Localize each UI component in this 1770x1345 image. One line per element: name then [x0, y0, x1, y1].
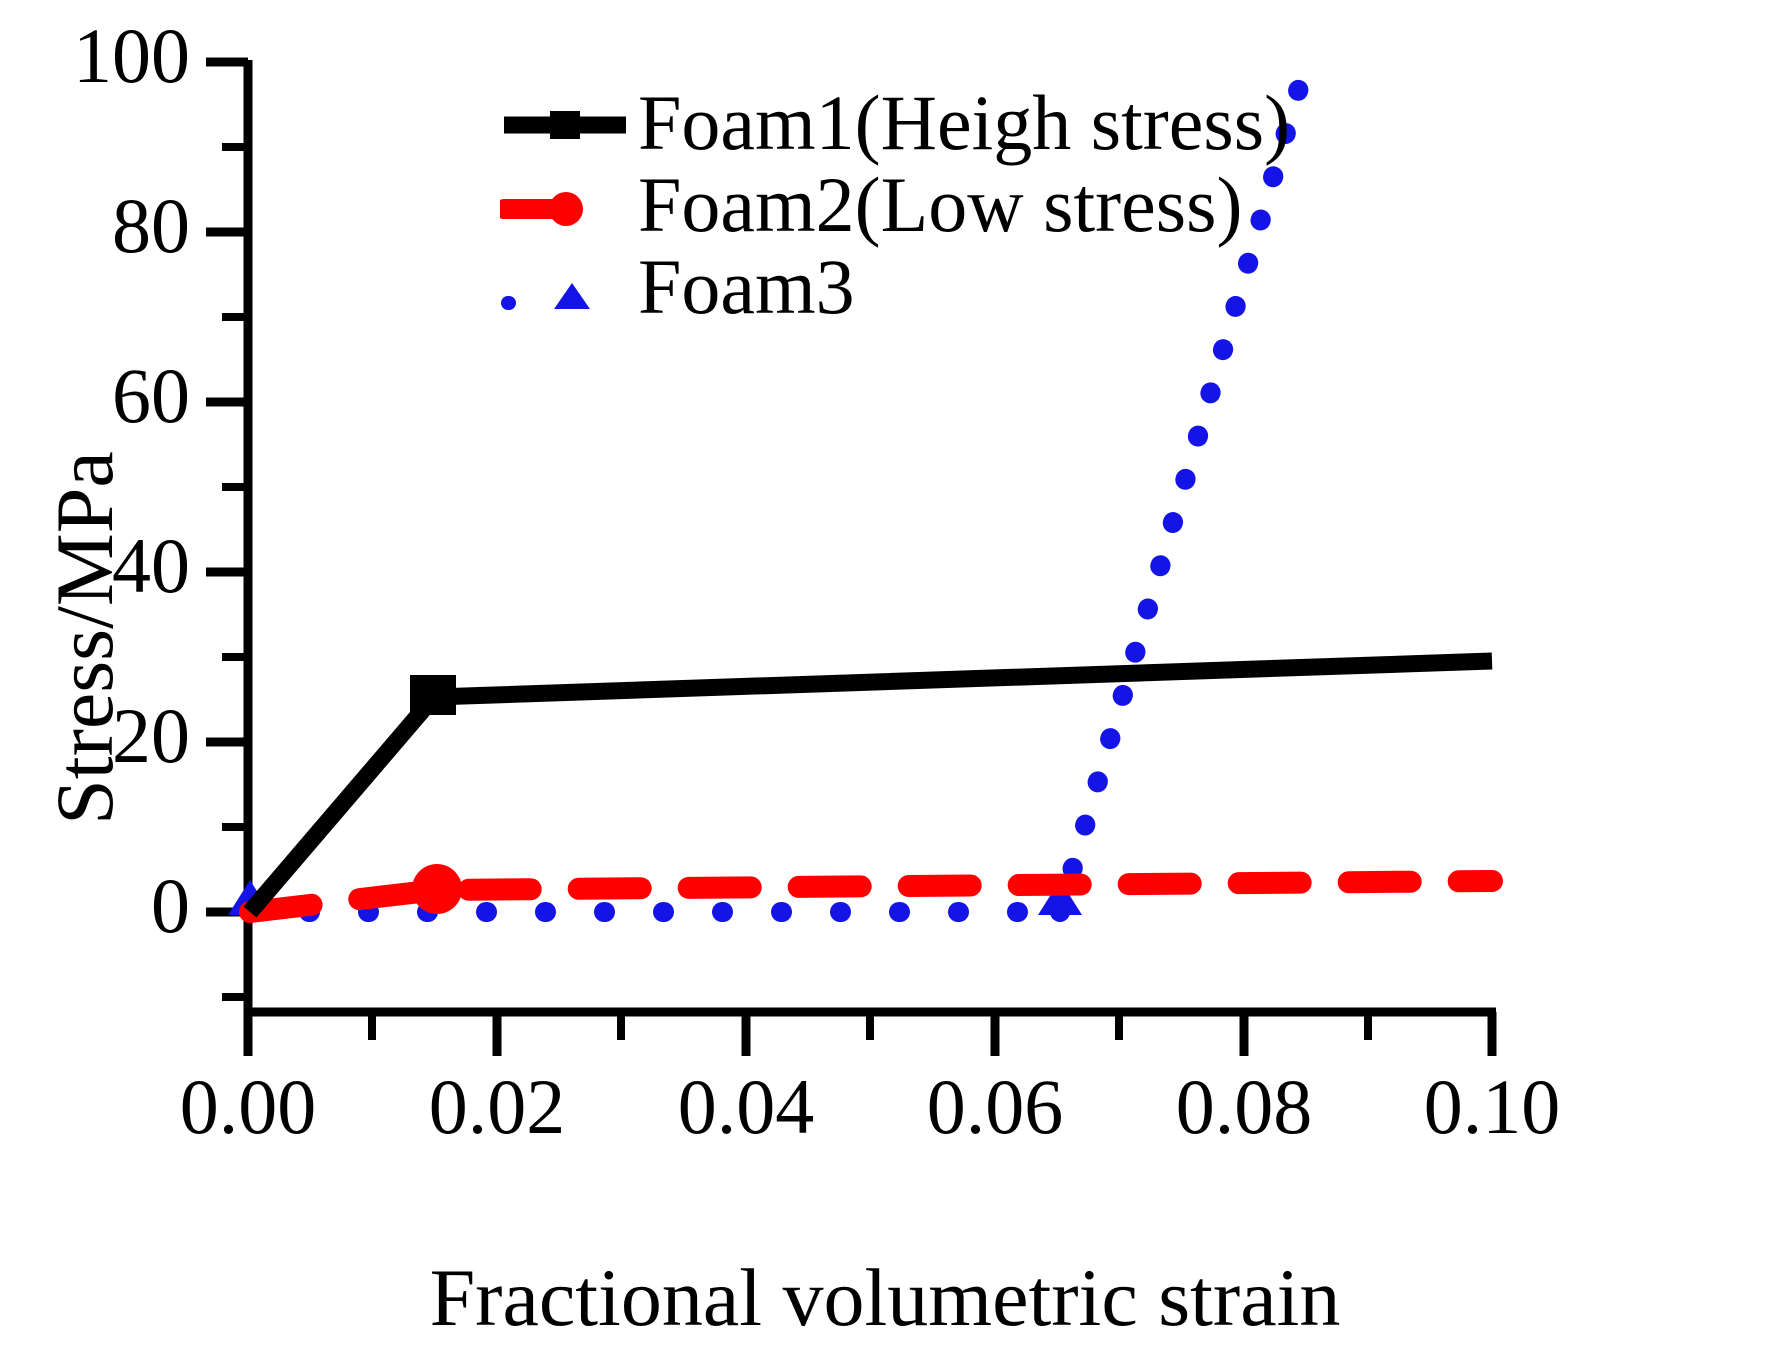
x-tick-label-004: 0.04: [677, 1063, 815, 1150]
legend-key-foam2: [500, 175, 630, 235]
circle-marker-line-icon: [500, 192, 583, 226]
y-tick-label-0: 0: [151, 862, 190, 949]
x-major-ticks: [243, 1012, 1497, 1056]
legend-label-foam2: Foam2(Low stress): [638, 161, 1243, 248]
x-tick-label-006: 0.06: [926, 1063, 1064, 1150]
x-axis-title: Fractional volumetric strain: [429, 1252, 1341, 1343]
legend-item-foam2: Foam2(Low stress): [500, 164, 1260, 246]
y-tick-label-60: 60: [112, 352, 190, 439]
x-tick-label-002: 0.02: [428, 1063, 566, 1150]
y-tick-label-80: 80: [112, 182, 190, 269]
legend-label-foam3: Foam3: [638, 243, 855, 330]
legend-item-foam3: Foam3: [500, 246, 1260, 328]
foam3-marker-yield: [1038, 880, 1082, 915]
legend-item-foam1: Foam1(Heigh stress): [500, 82, 1290, 164]
square-marker-line-icon: [504, 111, 626, 139]
chart-legend: Foam1(Heigh stress) Foam2(Low stress) Fo…: [500, 82, 1290, 328]
x-tick-label-010: 0.10: [1423, 1063, 1561, 1150]
series-foam2: [239, 864, 1503, 923]
foam2-marker-yield: [412, 864, 462, 914]
x-tick-label-000: 0.00: [179, 1063, 317, 1150]
legend-key-foam1: [500, 93, 630, 153]
y-tick-label-20: 20: [112, 692, 190, 779]
y-tick-label-100: 100: [73, 12, 190, 99]
triangle-marker-dotted-icon: [501, 283, 590, 310]
foam2-line: [239, 870, 1503, 923]
y-axis-title: Stress/MPa: [39, 451, 130, 825]
foam1-marker-yield: [410, 675, 456, 715]
legend-key-foam3: [500, 257, 630, 317]
series-foam1: [243, 652, 1493, 918]
x-minor-ticks: [368, 1012, 1372, 1040]
y-tick-label-40: 40: [112, 522, 190, 609]
x-tick-label-008: 0.08: [1175, 1063, 1313, 1150]
legend-label-foam1: Foam1(Heigh stress): [638, 79, 1291, 166]
y-minor-ticks: [222, 143, 248, 1001]
